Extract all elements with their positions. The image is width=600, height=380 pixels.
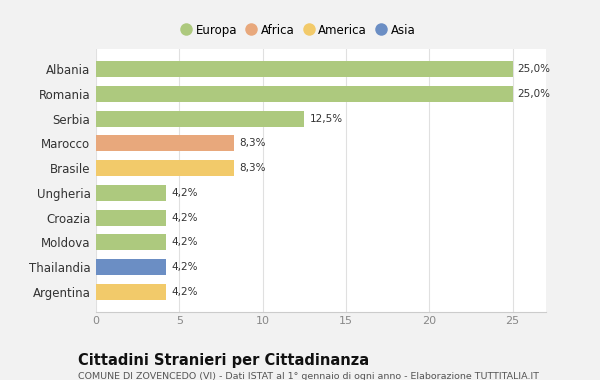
Bar (96, 209, 166, 226)
Text: 12,5%: 12,5% (310, 114, 343, 124)
Text: 4,2%: 4,2% (171, 262, 197, 272)
Text: 8,3%: 8,3% (239, 163, 266, 173)
Bar (96, 283, 166, 300)
Bar (96, 160, 235, 176)
Bar (96, 111, 304, 127)
Bar (96, 61, 512, 78)
Text: 4,2%: 4,2% (171, 188, 197, 198)
Bar (96, 185, 166, 201)
Bar (96, 86, 512, 102)
Bar (96, 135, 235, 152)
Text: 4,2%: 4,2% (171, 287, 197, 297)
Text: COMUNE DI ZOVENCEDO (VI) - Dati ISTAT al 1° gennaio di ogni anno - Elaborazione : COMUNE DI ZOVENCEDO (VI) - Dati ISTAT al… (78, 372, 539, 380)
Bar (96, 259, 166, 275)
Legend: Europa, Africa, America, Asia: Europa, Africa, America, Asia (182, 24, 415, 37)
Text: 25,0%: 25,0% (518, 64, 551, 74)
Text: Cittadini Stranieri per Cittadinanza: Cittadini Stranieri per Cittadinanza (78, 353, 369, 368)
Bar (96, 234, 166, 250)
Text: 25,0%: 25,0% (518, 89, 551, 99)
Text: 8,3%: 8,3% (239, 138, 266, 149)
Text: 4,2%: 4,2% (171, 212, 197, 223)
Text: 4,2%: 4,2% (171, 237, 197, 247)
